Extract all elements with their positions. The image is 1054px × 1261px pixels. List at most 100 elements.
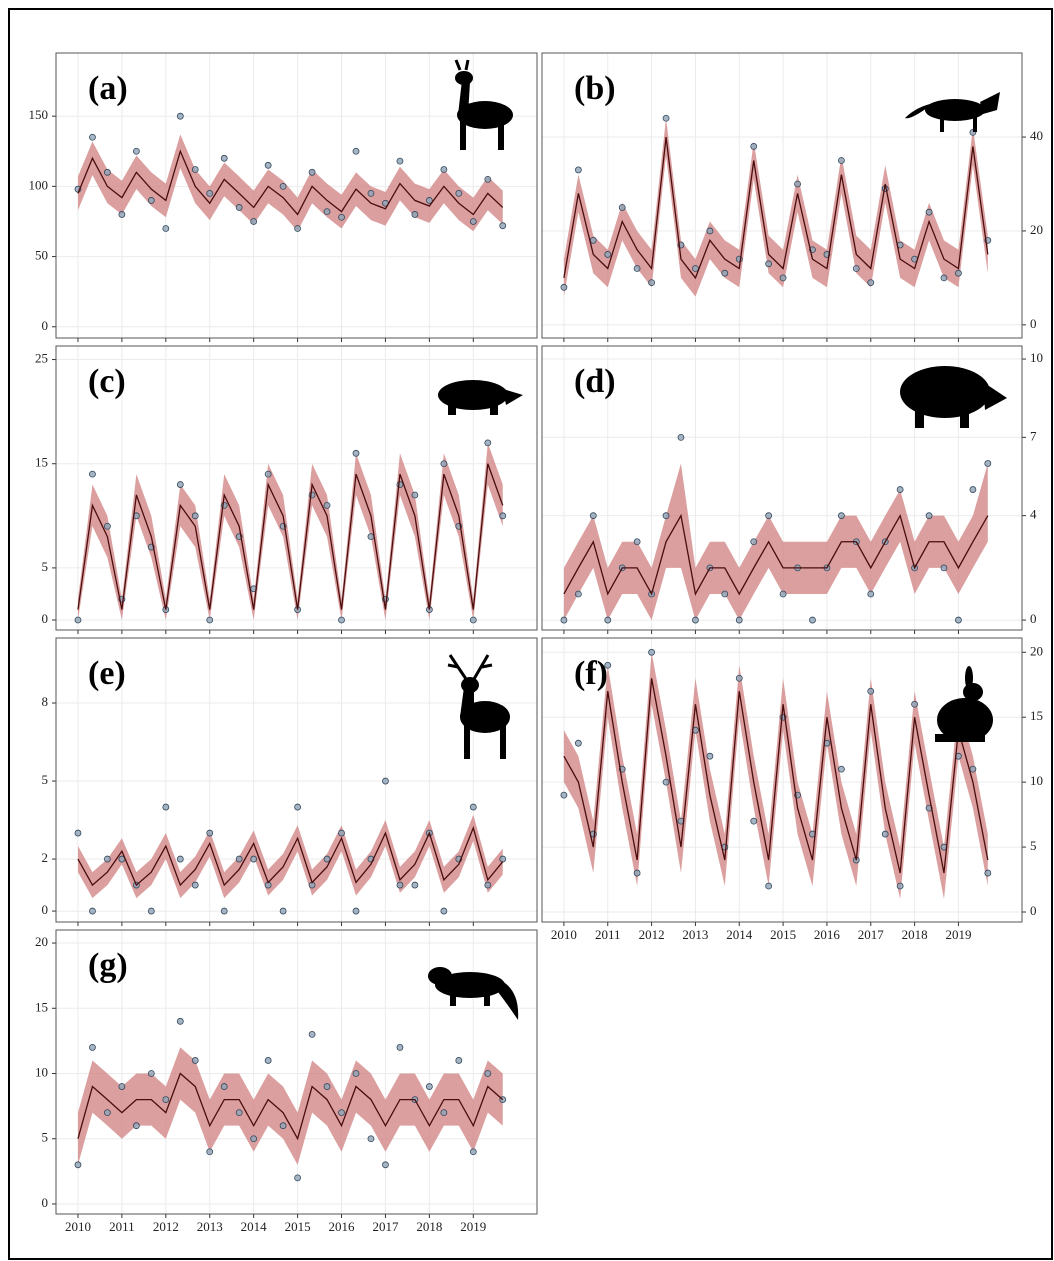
- observed-point: [779, 590, 787, 598]
- observed-point: [74, 616, 82, 624]
- y-tick-label: 50: [35, 248, 48, 263]
- y-tick-label: 5: [42, 772, 49, 787]
- observed-point: [250, 855, 258, 863]
- observed-point: [837, 157, 845, 164]
- y-tick-label: 0: [42, 1195, 49, 1210]
- observed-point: [955, 616, 962, 624]
- x-tick-label: 2015: [285, 1219, 311, 1234]
- observed-point: [735, 616, 743, 624]
- observed-point: [560, 283, 568, 291]
- observed-point: [264, 470, 272, 478]
- observed-point: [692, 616, 699, 624]
- observed-point: [721, 269, 729, 277]
- observed-point: [191, 1057, 199, 1064]
- y-tick-label: 0: [42, 318, 49, 333]
- panel-border: [55, 52, 538, 339]
- panel-background: [542, 638, 1022, 922]
- observed-point: [648, 648, 655, 656]
- observed-point: [338, 1109, 345, 1117]
- y-tick-label: 8: [42, 694, 49, 709]
- y-tick-label: 15: [35, 999, 48, 1014]
- icon-roe-deer: [454, 59, 513, 150]
- icons: [428, 59, 1007, 1020]
- fitted-line: [77, 463, 504, 610]
- panel-border: [55, 929, 538, 1215]
- observed-point: [721, 590, 729, 598]
- x-tick-label: 2018: [416, 1219, 442, 1234]
- observed-point: [191, 512, 199, 520]
- observed-point: [308, 1030, 316, 1038]
- panel-border: [541, 52, 1023, 339]
- observed-point: [440, 460, 448, 468]
- observed-point: [837, 512, 845, 520]
- y-tick-label: 10: [1030, 350, 1043, 365]
- icon-red-deer: [447, 654, 510, 759]
- x-tick-label: 2012: [639, 927, 665, 942]
- observed-point: [589, 236, 597, 244]
- observed-point: [206, 616, 214, 624]
- x-tick-label: 2016: [329, 1219, 356, 1234]
- fitted-line: [563, 678, 989, 874]
- observed-point: [89, 470, 96, 478]
- observed-point: [250, 1135, 258, 1143]
- observed-point: [633, 265, 641, 272]
- observed-point: [867, 687, 875, 695]
- observed-point: [735, 674, 743, 682]
- observed-point: [662, 114, 670, 122]
- y-tick-label: 0: [1030, 903, 1037, 918]
- observed-point: [692, 265, 699, 272]
- x-tick-label: 2010: [551, 927, 577, 942]
- observed-point: [382, 1161, 389, 1169]
- fitted-line: [77, 825, 504, 887]
- x-tick-label: 2019: [945, 927, 971, 942]
- observed-point: [455, 1057, 463, 1064]
- observed-point: [220, 154, 228, 162]
- observed-point: [984, 460, 992, 467]
- observed-point: [396, 481, 404, 488]
- observed-point: [162, 1096, 170, 1103]
- observed-point: [574, 166, 582, 174]
- x-tick-label: 2011: [595, 927, 621, 942]
- observed-point: [323, 1083, 331, 1090]
- icon-hare: [935, 666, 993, 742]
- y-tick-label: 20: [35, 934, 48, 949]
- x-tick-label: 2011: [109, 1219, 135, 1234]
- observed-point: [132, 147, 140, 155]
- observed-point: [750, 817, 758, 825]
- observed-point: [484, 175, 492, 183]
- observed-point: [648, 279, 655, 286]
- observed-point: [484, 1070, 492, 1077]
- observed-point: [589, 512, 597, 520]
- observed-point: [499, 855, 507, 863]
- observed-point: [352, 1070, 360, 1077]
- x-tick-label: 2017: [858, 927, 885, 942]
- observed-point: [89, 1044, 96, 1051]
- observed-point: [794, 180, 801, 188]
- observed-point: [396, 1044, 404, 1051]
- observed-point: [294, 803, 301, 811]
- observed-point: [323, 208, 331, 216]
- panel-label: (g): [88, 947, 128, 984]
- observed-point: [706, 227, 714, 235]
- observed-point: [469, 1148, 477, 1156]
- observed-point: [220, 1083, 228, 1090]
- x-tick-label: 2019: [460, 1219, 486, 1234]
- icon-badger: [438, 380, 523, 415]
- panel-label: (d): [574, 363, 616, 400]
- observed-point: [618, 204, 626, 211]
- observed-point: [235, 1109, 243, 1117]
- observed-point: [662, 778, 670, 786]
- observed-point: [352, 147, 360, 155]
- x-tick-label: 2013: [197, 1219, 223, 1234]
- observed-point: [425, 197, 433, 204]
- y-tick-label: 25: [35, 351, 48, 366]
- y-tick-label: 40: [1030, 128, 1043, 143]
- observed-point: [176, 1017, 184, 1025]
- y-tick-label: 7: [1030, 428, 1037, 443]
- observed-point: [147, 1070, 155, 1077]
- observed-point: [852, 265, 860, 272]
- confidence-band: [77, 134, 503, 232]
- observed-point: [235, 204, 243, 211]
- observed-point: [896, 486, 904, 493]
- y-tick-label: 10: [35, 1064, 48, 1079]
